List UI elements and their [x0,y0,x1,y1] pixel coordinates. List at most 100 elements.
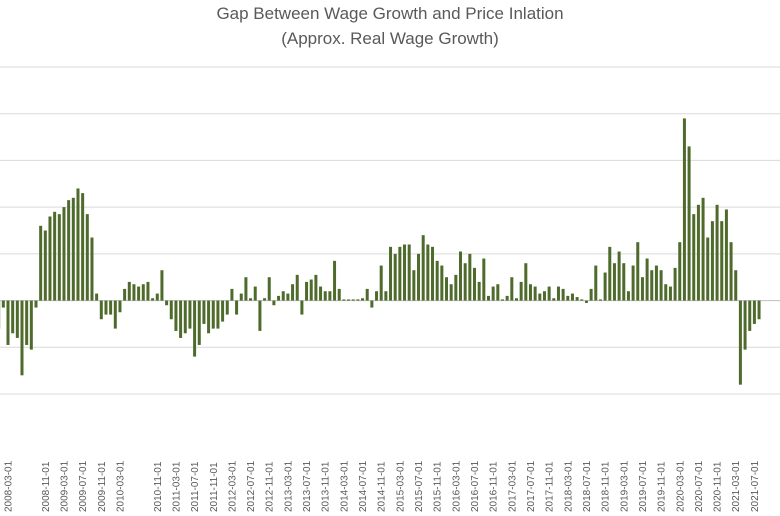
bar-2015-04-01 [403,244,407,301]
bar-2009-11-01 [99,300,103,320]
bar-2020-09-01 [706,237,710,301]
bar-2019-09-01 [650,270,654,301]
bar-2015-12-01 [440,265,444,301]
bar-2019-03-01 [622,263,626,301]
bar-2014-05-01 [351,299,355,301]
bar-2018-09-01 [594,265,598,301]
bar-2016-01-01 [445,277,449,301]
bar-2020-03-01 [678,242,682,301]
x-tick-label: 2019-07-01 [638,460,649,512]
bar-2016-03-01 [454,274,458,301]
bar-2015-06-01 [412,270,416,301]
x-tick-label: 2013-11-01 [321,461,332,512]
bar-2015-11-01 [435,260,439,301]
bar-2011-07-01 [193,300,197,357]
bar-2014-10-01 [375,291,379,301]
bar-2011-03-01 [174,300,178,331]
x-tick-label: 2018-03-01 [563,460,574,512]
bar-2021-06-01 [748,300,752,331]
bar-2017-04-01 [514,298,518,301]
bar-2014-04-01 [347,299,351,301]
bar-2021-03-01 [734,270,738,301]
x-tick-label: 2013-03-01 [283,460,294,512]
x-tick-label: 2015-07-01 [414,460,425,512]
bar-2013-04-01 [291,284,295,301]
bar-2013-11-01 [323,291,327,301]
bar-2010-07-01 [137,286,141,301]
bar-2019-07-01 [640,277,644,301]
x-tick-label: 2018-07-01 [582,460,593,512]
bar-2008-06-01 [20,300,24,376]
bar-2020-02-01 [673,267,677,301]
bar-2013-01-01 [277,295,281,301]
x-tick-label: 2012-11-01 [265,461,276,512]
x-tick-label: 2017-03-01 [507,460,518,512]
x-tick-label: 2019-11-01 [657,461,668,512]
bar-2016-12-01 [496,284,500,301]
x-tick-label: 2011-03-01 [171,461,182,512]
bar-2011-12-01 [216,300,220,329]
bar-2008-09-01 [34,300,38,308]
bar-2010-02-01 [113,300,117,329]
bar-2012-12-01 [272,300,276,306]
bar-2013-12-01 [328,291,332,301]
bar-2010-12-01 [160,270,164,301]
bar-2016-08-01 [477,281,481,301]
bar-2012-07-01 [249,298,253,301]
bar-2010-08-01 [141,284,145,301]
bar-2008-07-01 [25,300,29,345]
bar-2017-11-01 [547,286,551,301]
bar-2009-05-01 [71,197,75,301]
bar-2020-06-01 [692,214,696,301]
bar-2016-06-01 [468,253,472,301]
x-tick-label: 2014-07-01 [358,460,369,512]
bar-2012-04-01 [235,300,239,315]
bar-2013-03-01 [286,293,290,301]
x-tick-label: 2008-03-01 [4,460,15,512]
bar-2021-04-01 [738,300,742,385]
bar-2014-11-01 [379,265,383,301]
bar-2017-09-01 [538,293,542,301]
bar-2013-09-01 [314,274,318,301]
bar-2017-12-01 [552,298,556,301]
bar-2020-12-01 [720,221,724,301]
bar-2018-03-01 [566,295,570,301]
bar-2011-04-01 [179,300,183,338]
bar-2012-10-01 [263,298,267,301]
bar-2010-03-01 [118,300,122,313]
bar-2010-06-01 [132,284,136,301]
bar-2008-08-01 [29,300,33,350]
bar-2020-04-01 [682,118,686,301]
bar-2021-02-01 [729,242,733,301]
bar-2010-10-01 [151,298,155,301]
bar-2015-02-01 [393,253,397,301]
bar-2010-04-01 [123,288,127,301]
bar-2018-12-01 [608,246,612,301]
bar-2020-01-01 [668,286,672,301]
bar-2009-09-01 [90,237,94,301]
x-tick-label: 2009-03-01 [59,460,70,512]
bar-2010-11-01 [155,293,159,301]
x-tick-label: 2019-03-01 [619,460,630,512]
x-tick-label: 2012-07-01 [246,460,257,512]
bar-2013-06-01 [300,300,304,315]
bars [0,118,761,385]
x-tick-label: 2011-11-01 [209,462,220,512]
x-tick-label: 2010-11-01 [153,461,164,512]
bar-2010-09-01 [146,281,150,301]
bar-2017-10-01 [542,291,546,301]
bar-2014-02-01 [337,288,341,301]
bar-2011-06-01 [188,300,192,329]
bar-2018-06-01 [580,299,584,301]
bar-2009-06-01 [76,188,80,301]
bar-2009-07-01 [81,193,85,301]
bar-2018-04-01 [570,293,574,301]
bar-2012-08-01 [253,286,257,301]
x-tick-label: 2021-03-01 [731,460,742,512]
bar-2018-05-01 [575,297,579,301]
x-tick-label: 2016-11-01 [489,461,500,512]
bar-2009-03-01 [62,207,66,301]
bar-2014-01-01 [333,260,337,301]
